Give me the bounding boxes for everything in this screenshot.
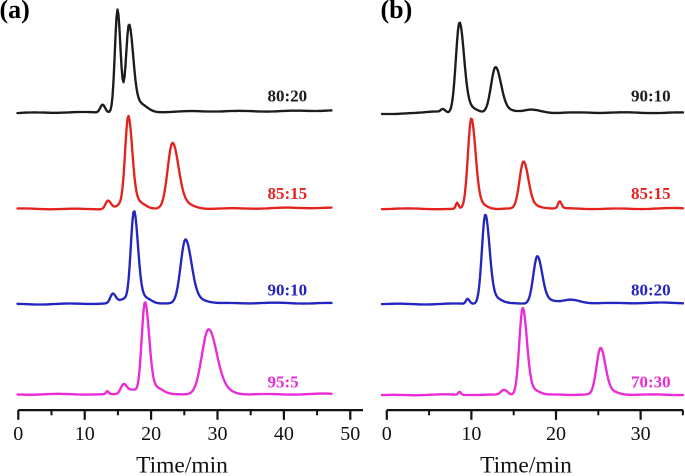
svg-text:70:30: 70:30 xyxy=(631,372,671,391)
svg-text:30: 30 xyxy=(631,423,651,445)
svg-text:30: 30 xyxy=(208,423,228,445)
svg-text:0: 0 xyxy=(382,423,392,445)
svg-text:10: 10 xyxy=(461,423,481,445)
svg-text:10: 10 xyxy=(75,423,95,445)
svg-text:20: 20 xyxy=(546,423,566,445)
svg-text:95:5: 95:5 xyxy=(268,372,299,391)
svg-text:20: 20 xyxy=(141,423,161,445)
svg-text:80:20: 80:20 xyxy=(268,86,308,105)
svg-text:40: 40 xyxy=(274,423,294,445)
svg-text:85:15: 85:15 xyxy=(631,184,671,203)
svg-text:90:10: 90:10 xyxy=(631,86,671,105)
svg-text:(b): (b) xyxy=(381,0,413,24)
svg-text:Time/min: Time/min xyxy=(136,453,228,476)
svg-text:80:20: 80:20 xyxy=(631,281,671,300)
svg-text:90:10: 90:10 xyxy=(268,281,308,300)
svg-text:50: 50 xyxy=(340,423,360,445)
svg-text:0: 0 xyxy=(13,423,23,445)
svg-text:Time/min: Time/min xyxy=(480,453,572,476)
svg-text:85:15: 85:15 xyxy=(268,184,308,203)
svg-text:(a): (a) xyxy=(0,0,30,24)
